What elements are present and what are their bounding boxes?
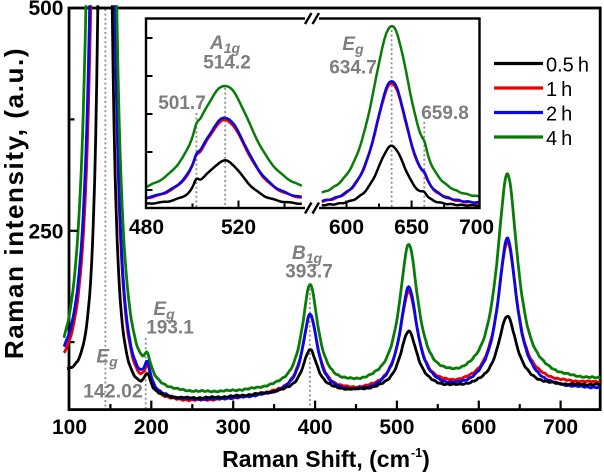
svg-text:193.1: 193.1 [146,318,194,339]
svg-text:600: 600 [461,416,496,439]
svg-text:659.8: 659.8 [421,103,469,124]
svg-text:480: 480 [129,216,164,239]
svg-text:514.2: 514.2 [203,53,251,74]
svg-text:393.7: 393.7 [285,262,333,283]
svg-text:650: 650 [394,216,429,239]
svg-text:634.7: 634.7 [329,58,377,79]
svg-text:501.7: 501.7 [158,93,206,114]
svg-text:200: 200 [134,416,169,439]
svg-text:600: 600 [329,216,364,239]
svg-text:400: 400 [298,416,333,439]
svg-text:700: 700 [543,416,578,439]
svg-text:100: 100 [52,416,87,439]
svg-text:500: 500 [379,416,414,439]
svg-text:142.02: 142.02 [83,381,143,403]
svg-text:500: 500 [28,0,63,20]
svg-text:0.5h: 0.5 h [546,55,589,77]
svg-text:300: 300 [216,416,251,439]
svg-text:520: 520 [221,216,256,239]
svg-text:250: 250 [28,221,63,244]
svg-text:Raman intensity, (a.u.): Raman intensity, (a.u.) [0,47,29,359]
svg-text:Raman Shift, (cm-1): Raman Shift, (cm-1) [222,446,430,472]
svg-text:700: 700 [459,216,494,239]
